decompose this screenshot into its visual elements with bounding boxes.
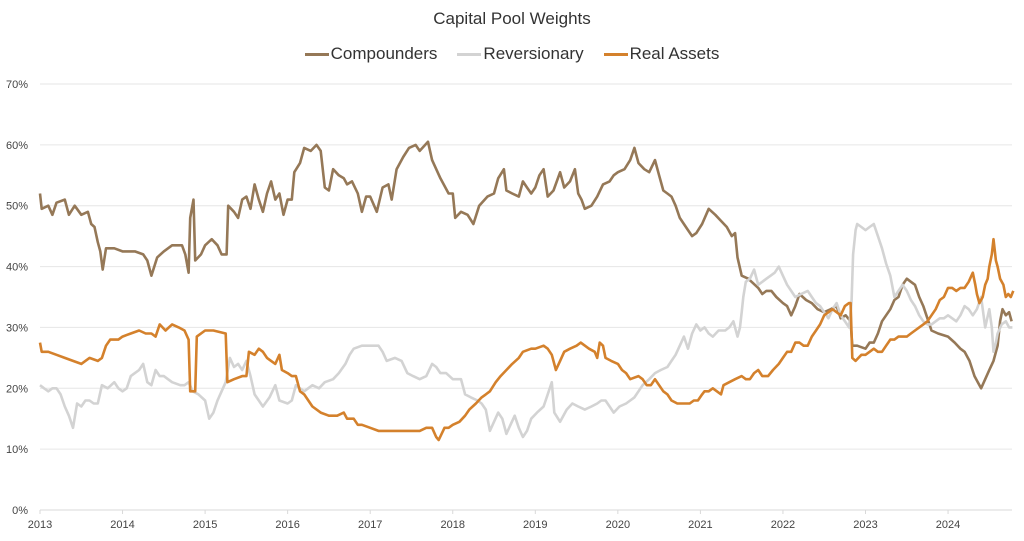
legend-swatch-reversionary (457, 52, 482, 56)
y-tick-label: 20% (6, 383, 28, 395)
x-tick-label: 2014 (110, 519, 134, 531)
y-tick-label: 60% (6, 140, 28, 152)
legend-item-real-assets: Real Assets (603, 44, 720, 64)
chart-title: Capital Pool Weights (433, 9, 591, 28)
x-tick-label: 2022 (771, 519, 795, 531)
y-tick-label: 0% (12, 505, 28, 517)
y-tick-label: 70% (6, 79, 28, 91)
legend-label-compounders: Compounders (330, 44, 438, 63)
y-axis: 0% 10% 20% 30% 40% 50% 60% 70% (6, 79, 28, 517)
legend-label-real-assets: Real Assets (629, 44, 720, 63)
series-line-compounders (38, 140, 1013, 390)
y-tick-label: 40% (6, 262, 28, 274)
y-tick-label: 30% (6, 322, 28, 334)
x-tick-label: 2020 (606, 519, 630, 531)
gridlines (40, 83, 1012, 511)
x-tick-label: 2017 (358, 519, 382, 531)
series-line-reversionary (39, 222, 1013, 439)
y-tick-label: 10% (6, 444, 28, 456)
x-tick-label: 2019 (523, 519, 547, 531)
legend-item-reversionary: Reversionary (457, 44, 584, 64)
x-tick-label: 2018 (441, 519, 465, 531)
x-tick-label: 2013 (28, 519, 52, 531)
legend: Compounders Reversionary Real Assets (0, 44, 1024, 64)
series-line-real-assets (38, 237, 1015, 442)
x-axis: 2013 2014 2015 2016 2017 2018 2019 2020 2021 2022… (28, 510, 960, 531)
legend-swatch-real-assets (603, 52, 628, 56)
y-tick-label: 50% (6, 201, 28, 213)
x-tick-label: 2023 (853, 519, 877, 531)
x-tick-label: 2015 (193, 519, 217, 531)
x-tick-label: 2016 (275, 519, 299, 531)
legend-swatch-compounders (304, 52, 329, 56)
series-lines (38, 140, 1015, 442)
legend-label-reversionary: Reversionary (483, 44, 584, 63)
legend-item-compounders: Compounders (304, 44, 438, 64)
x-tick-label: 2021 (688, 519, 712, 531)
x-tick-label: 2024 (936, 519, 960, 531)
